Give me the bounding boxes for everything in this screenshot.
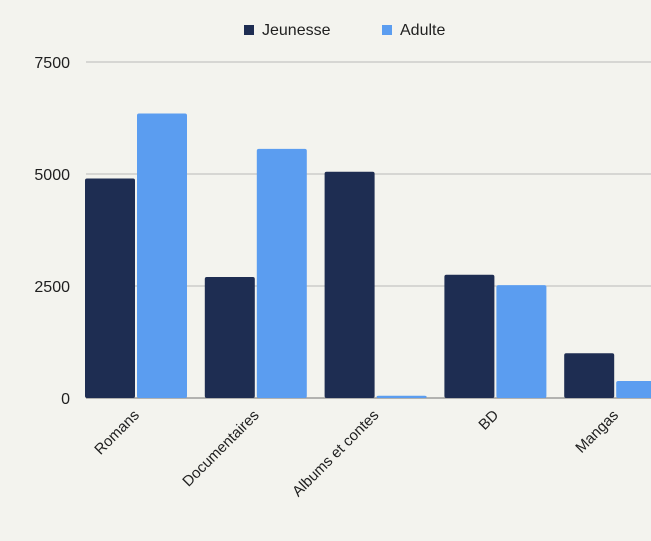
y-tick-label: 0 [61, 391, 70, 408]
bar-adulte-1 [256, 148, 307, 398]
bar-jeunesse-3 [444, 274, 495, 398]
bar-jeunesse-4 [564, 353, 615, 398]
bar-adulte-3 [496, 285, 547, 398]
bar-jeunesse-1 [204, 277, 255, 398]
legend-label-jeunesse: Jeunesse [262, 22, 331, 39]
bar-adulte-2 [376, 395, 427, 398]
y-axis-ticks: 0 2500 5000 7500 [34, 55, 70, 408]
x-tick-label: Albums et contes [289, 407, 382, 500]
legend-label-adulte: Adulte [400, 22, 445, 39]
x-axis-labels: Romans Documentaires Albums et contes BD Man… [91, 407, 622, 500]
y-tick-label: 5000 [34, 167, 70, 184]
x-tick-label: BD [475, 407, 502, 434]
bar-jeunesse-0 [85, 178, 135, 398]
y-tick-label: 7500 [34, 55, 70, 72]
bar-adulte-0 [137, 113, 187, 399]
x-tick-label: Romans [91, 407, 143, 459]
bar-adulte-4 [616, 380, 651, 398]
legend-swatch-adulte [382, 25, 392, 35]
y-tick-label: 2500 [34, 279, 70, 296]
legend: Jeunesse Adulte [244, 22, 445, 39]
bars [85, 113, 651, 399]
x-tick-label: Documentaires [179, 407, 262, 490]
legend-swatch-jeunesse [244, 25, 254, 35]
bar-jeunesse-2 [324, 171, 375, 398]
x-tick-label: Mangas [572, 407, 622, 457]
